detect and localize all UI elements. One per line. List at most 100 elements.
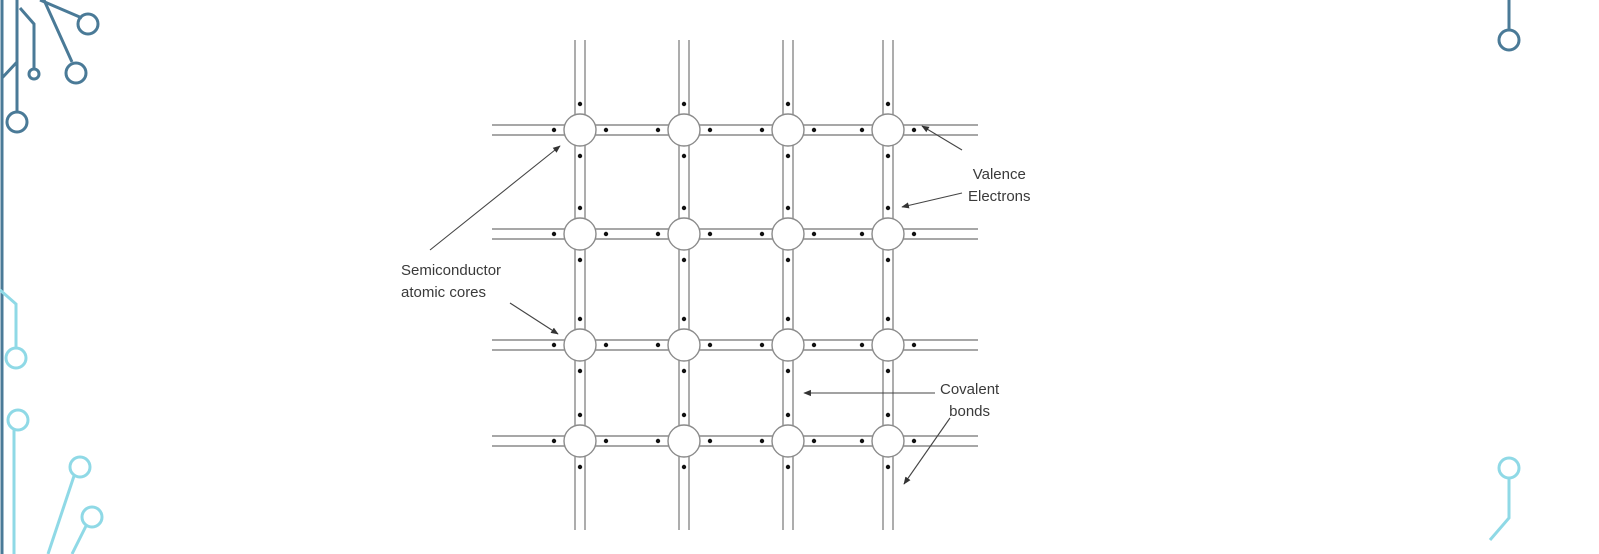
atomic-core: [771, 113, 805, 147]
valence-electron: [681, 464, 687, 470]
atomic-core: [667, 328, 701, 362]
atomic-core: [871, 424, 905, 458]
atomic-core: [563, 328, 597, 362]
covalent-label-line1: Covalent: [940, 381, 1000, 398]
atomic-core: [563, 217, 597, 251]
valence-electron: [707, 342, 713, 348]
semiconductor-cores-label: Semiconductor atomic cores: [401, 260, 501, 304]
atomic-core: [667, 424, 701, 458]
valence-electron: [885, 316, 891, 322]
pointer-covalent-bottom: [903, 417, 951, 485]
valence-electron: [603, 231, 609, 237]
valence-electron: [681, 316, 687, 322]
valence-electron: [911, 438, 917, 444]
valence-electron: [707, 231, 713, 237]
valence-electron: [577, 412, 583, 418]
covalent-label-line2: bonds: [949, 403, 991, 420]
atomic-core: [667, 217, 701, 251]
valence-electron: [707, 438, 713, 444]
valence-electron: [759, 438, 765, 444]
valence-electron: [759, 231, 765, 237]
valence-electron: [885, 153, 891, 159]
valence-label-line1: Valence: [972, 166, 1026, 183]
valence-electron: [681, 257, 687, 263]
valence-electron: [885, 205, 891, 211]
valence-electron: [911, 231, 917, 237]
valence-electron: [785, 464, 791, 470]
valence-electron: [551, 231, 557, 237]
valence-electron: [811, 127, 817, 133]
atomic-core: [871, 113, 905, 147]
valence-electron: [603, 438, 609, 444]
valence-electron: [859, 438, 865, 444]
valence-electron: [707, 127, 713, 133]
atomic-core: [771, 328, 805, 362]
circuit-trace-left: [0, 288, 104, 554]
pointer-valence-right: [901, 192, 963, 209]
valence-electrons-label: Valence Electrons: [968, 164, 1031, 208]
atomic-core: [667, 113, 701, 147]
valence-electron: [885, 412, 891, 418]
valence-electron: [759, 342, 765, 348]
atomic-core: [563, 113, 597, 147]
circuit-trace-top-left: [0, 0, 100, 554]
valence-electron: [577, 257, 583, 263]
valence-electron: [885, 464, 891, 470]
valence-electron: [655, 438, 661, 444]
valence-electron: [681, 205, 687, 211]
valence-electron: [885, 257, 891, 263]
pointer-cores-top: [429, 145, 561, 251]
valence-electron: [655, 127, 661, 133]
valence-electron: [785, 316, 791, 322]
atomic-core: [871, 217, 905, 251]
valence-electron: [911, 342, 917, 348]
circuit-trace-top-right: [1497, 0, 1521, 52]
valence-electron: [603, 127, 609, 133]
semiconductor-label-line1: Semiconductor: [401, 262, 502, 279]
pointer-valence-top: [921, 125, 963, 151]
valence-electron: [785, 101, 791, 107]
valence-electron: [859, 342, 865, 348]
valence-label-line2: Electrons: [968, 188, 1031, 205]
atomic-core: [771, 217, 805, 251]
valence-electron: [577, 101, 583, 107]
valence-electron: [577, 368, 583, 374]
covalent-bonds-label: Covalent bonds: [940, 379, 999, 423]
valence-electron: [681, 101, 687, 107]
valence-electron: [551, 342, 557, 348]
valence-electron: [603, 342, 609, 348]
semiconductor-label-line2: atomic cores: [401, 284, 487, 301]
valence-electron: [655, 342, 661, 348]
valence-electron: [859, 127, 865, 133]
valence-electron: [785, 205, 791, 211]
valence-electron: [551, 127, 557, 133]
valence-electron: [785, 368, 791, 374]
valence-electron: [859, 231, 865, 237]
valence-electron: [577, 316, 583, 322]
valence-electron: [655, 231, 661, 237]
valence-electron: [577, 153, 583, 159]
valence-electron: [785, 257, 791, 263]
valence-electron: [551, 438, 557, 444]
valence-electron: [681, 368, 687, 374]
valence-electron: [759, 127, 765, 133]
valence-electron: [785, 153, 791, 159]
atomic-core: [771, 424, 805, 458]
valence-electron: [681, 153, 687, 159]
valence-electron: [811, 438, 817, 444]
valence-electron: [885, 101, 891, 107]
valence-electron: [577, 205, 583, 211]
pointer-cores-bottom: [509, 302, 559, 335]
valence-electron: [577, 464, 583, 470]
valence-electron: [681, 412, 687, 418]
atomic-core: [871, 328, 905, 362]
valence-electron: [811, 342, 817, 348]
valence-electron: [885, 368, 891, 374]
valence-electron: [785, 412, 791, 418]
valence-electron: [911, 127, 917, 133]
circuit-trace-bottom-right: [1488, 456, 1521, 541]
atomic-core: [563, 424, 597, 458]
valence-electron: [811, 231, 817, 237]
